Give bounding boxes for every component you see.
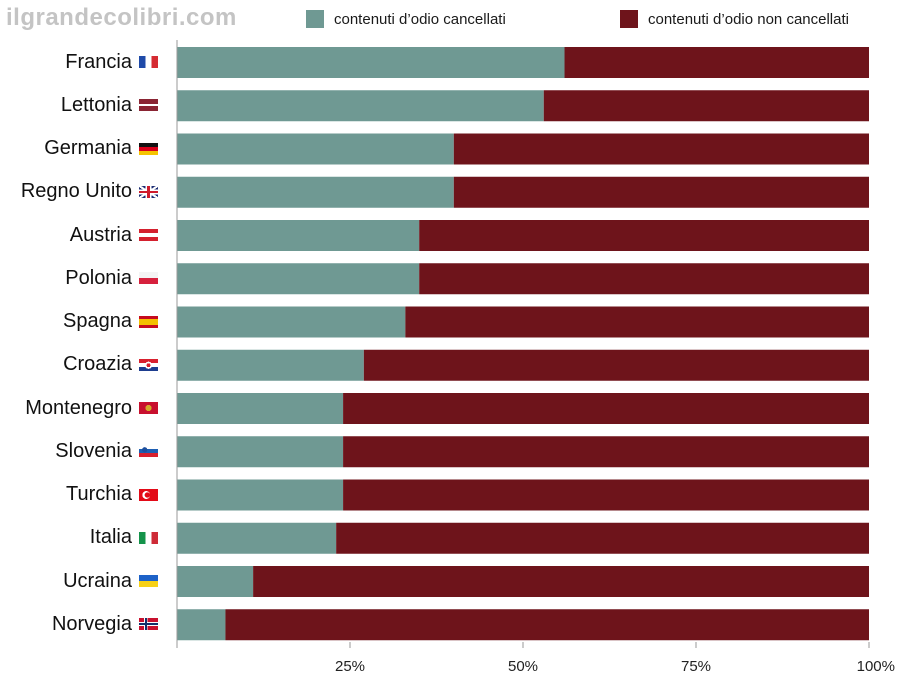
italy-flag-icon [139,531,158,544]
bar-not-deleted-italia [336,522,869,554]
germany-flag-icon [139,142,158,155]
bar-not-deleted-ucraina [253,566,869,597]
country-label-row: Austria [70,220,158,250]
legend-item-not-deleted: contenuti d’odio non cancellati [620,8,849,30]
country-label-row: Croazia [63,350,158,380]
uk-flag-icon [139,185,158,198]
x-tick-label: 100% [857,658,895,675]
bar-not-deleted-croazia [363,349,869,381]
norway-flag-icon [139,618,158,631]
bar-deleted-norvegia [177,609,226,641]
country-label-row: Ucraina [63,566,158,596]
bar-not-deleted-germania [453,133,869,165]
x-tick-label: 50% [508,658,538,675]
country-name: Spagna [63,310,132,332]
country-label-row: Italia [90,523,158,553]
bar-not-deleted-slovenia [343,436,870,468]
poland-flag-icon [139,272,158,285]
bar-deleted-francia [177,47,565,78]
country-name: Ucraina [63,569,132,592]
country-name: Austria [69,223,132,246]
bar-deleted-polonia [177,263,420,295]
montenegro-flag-icon [139,402,158,414]
bar-deleted-slovenia [177,436,344,468]
country-label-row: Francia [65,47,158,77]
country-name: Francia [65,50,132,73]
bar-not-deleted-spagna [405,306,869,338]
spain-flag-icon [139,315,158,328]
bar-not-deleted-turchia [343,479,870,511]
turkey-flag-icon [139,488,158,501]
country-name: Lettonia [60,93,132,116]
austria-flag-icon [139,229,158,241]
country-label-row: Norvegia [52,609,158,639]
bar-not-deleted-francia [564,47,869,78]
latvia-flag-icon [139,99,158,112]
x-tick-label: 75% [681,658,711,675]
country-label-row: Regno Unito [21,177,158,207]
country-name: Montenegro [25,396,132,419]
bar-deleted-germania [177,133,454,165]
bar-deleted-austria [177,220,420,251]
bar-deleted-spagna [177,306,406,338]
watermark: ilgrandecolibri.com [6,4,237,31]
x-tick-label: 25% [335,658,365,675]
legend-item-deleted: contenuti d’odio cancellati [306,8,506,30]
bar-not-deleted-lettonia [543,90,869,122]
country-label-row: Polonia [65,263,158,293]
bar-deleted-italia [177,522,337,554]
country-name: Germania [44,137,132,159]
legend-swatch-deleted [306,10,324,28]
croatia-flag-icon [139,358,158,371]
bar-deleted-regno-unito [177,176,454,208]
country-name: Polonia [65,266,132,289]
country-name: Turchia [66,483,132,505]
bar-not-deleted-regno-unito [453,176,869,208]
bar-not-deleted-polonia [419,263,869,295]
legend-label-deleted: contenuti d’odio cancellati [334,10,506,28]
bar-deleted-montenegro [177,393,344,424]
bar-deleted-turchia [177,479,344,511]
country-label-row: Montenegro [25,393,158,423]
country-label-row: Spagna [63,307,158,337]
ukraine-flag-icon [139,575,158,587]
france-flag-icon [139,56,158,68]
bar-not-deleted-montenegro [343,393,870,424]
bar-deleted-lettonia [177,90,544,122]
bar-not-deleted-austria [419,220,869,251]
legend-label-not-deleted: contenuti d’odio non cancellati [648,10,849,28]
country-name: Italia [89,526,132,549]
country-label-row: Lettonia [61,90,158,120]
bar-deleted-croazia [177,349,364,381]
slovenia-flag-icon [139,445,158,458]
country-name: Regno Unito [20,180,132,203]
country-label-row: Germania [44,134,158,164]
country-name: Croazia [63,353,132,376]
country-label-row: Turchia [66,480,158,510]
country-label-row: Slovenia [55,436,158,466]
legend-swatch-not-deleted [620,10,638,28]
country-name: Slovenia [55,439,132,462]
bar-deleted-ucraina [177,566,254,597]
country-name: Norvegia [51,612,132,635]
bar-not-deleted-norvegia [225,609,869,641]
